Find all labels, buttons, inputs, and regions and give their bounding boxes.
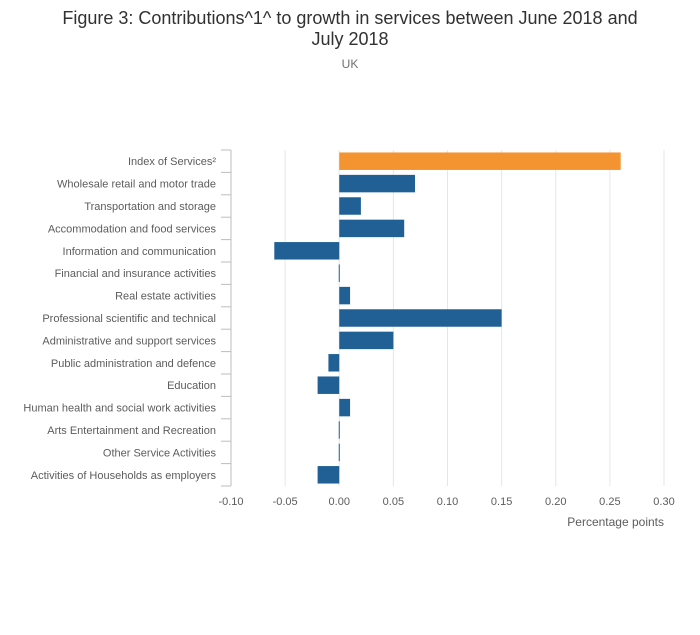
- bar: [339, 174, 416, 193]
- chart-title-line-1: Figure 3: Contributions^1^ to growth in …: [62, 8, 638, 28]
- bar: [274, 242, 340, 260]
- bar: [338, 421, 340, 439]
- category-label: Professional scientific and technical: [42, 313, 216, 325]
- x-tick-label: 0.15: [491, 496, 512, 508]
- x-tick-label: 0.30: [653, 496, 674, 508]
- bar: [339, 152, 621, 170]
- category-label: Public administration and defence: [51, 358, 216, 370]
- category-label: Real estate activities: [115, 291, 216, 303]
- bar: [339, 286, 351, 305]
- category-label: Arts Entertainment and Recreation: [47, 425, 216, 437]
- bar: [328, 354, 340, 372]
- category-label: Human health and social work activities: [23, 403, 216, 415]
- category-label: Education: [167, 380, 216, 392]
- bar: [339, 197, 361, 215]
- x-axis-title: Percentage points: [567, 515, 664, 529]
- bar: [339, 309, 502, 327]
- bar: [338, 443, 340, 462]
- category-label: Activities of Households as employers: [31, 470, 217, 482]
- chart-subtitle: UK: [341, 57, 359, 71]
- bar: [339, 398, 351, 417]
- category-label: Administrative and support services: [42, 335, 216, 347]
- category-axis: Index of Services² Wholesale retail and m…: [23, 149, 232, 487]
- category-label: Financial and insurance activities: [55, 268, 217, 280]
- x-tick-label: -0.05: [273, 496, 298, 508]
- category-label: Wholesale retail and motor trade: [57, 179, 216, 191]
- chart-title: Figure 3: Contributions^1^ to growth in …: [0, 8, 700, 50]
- category-label: Other Service Activities: [103, 447, 217, 459]
- bar: [339, 219, 405, 238]
- value-axis: -0.10 -0.05 0.00 0.05 0.10 0.15 0.20 0.25 0.30: [218, 496, 674, 508]
- x-tick-label: 0.20: [545, 496, 566, 508]
- x-tick-label: 0.00: [329, 496, 350, 508]
- x-tick-label: 0.05: [383, 496, 404, 508]
- x-tick-label: 0.25: [599, 496, 620, 508]
- category-label: Transportation and storage: [84, 201, 216, 213]
- bar: [339, 331, 394, 350]
- x-tick-label: -0.10: [218, 496, 243, 508]
- category-label: Index of Services²: [128, 156, 216, 168]
- category-label: Information and communication: [63, 246, 216, 258]
- bar: [317, 466, 340, 484]
- chart-title-line-2: July 2018: [311, 29, 389, 49]
- x-tick-label: 0.10: [437, 496, 458, 508]
- category-label: Accommodation and food services: [48, 223, 217, 235]
- bar: [338, 264, 340, 282]
- bar: [317, 376, 340, 394]
- bars: [274, 152, 621, 484]
